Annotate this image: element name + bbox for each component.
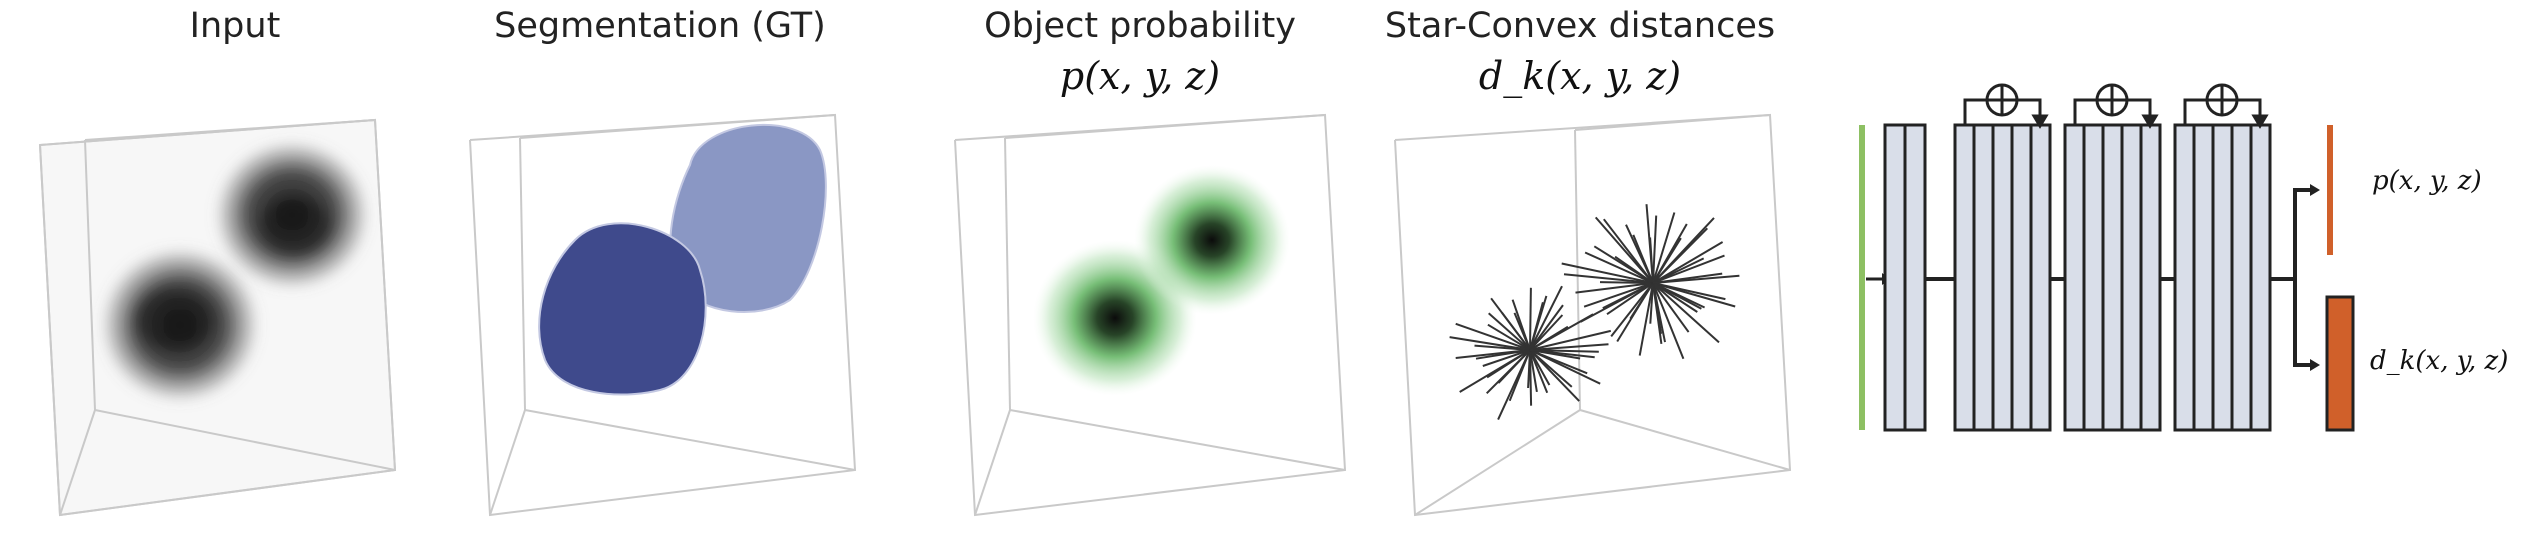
star-ray	[1455, 322, 1531, 351]
star-ray	[1508, 349, 1531, 402]
star-ray	[1529, 295, 1548, 351]
star-ray	[1638, 282, 1654, 356]
star-ray	[1501, 312, 1531, 351]
output-branches	[2270, 188, 2312, 367]
probability-blobs	[1033, 165, 1290, 396]
star-ray	[1529, 343, 1609, 351]
input-blobs	[100, 140, 370, 403]
segmentation-objects	[538, 123, 827, 396]
star-ray	[1583, 282, 1654, 308]
star-ray	[1529, 349, 1599, 353]
output-probability-bar	[2327, 125, 2333, 255]
star-ray	[1652, 282, 1663, 334]
star-ray	[1529, 287, 1532, 351]
star-ray	[1652, 282, 1685, 360]
star-ray	[1459, 349, 1531, 393]
star-ray	[1485, 349, 1531, 395]
star-ray	[1602, 282, 1654, 310]
star-ray	[1455, 349, 1531, 359]
star-ray	[1652, 212, 1676, 284]
network-diagram	[1859, 83, 2355, 432]
star-ray	[1584, 251, 1654, 284]
residual-connection-2	[2073, 83, 2159, 129]
star-ray	[1529, 329, 1612, 351]
star-ray	[1529, 349, 1581, 360]
star-ray	[1652, 223, 1688, 284]
distances-cube	[1394, 113, 1792, 517]
star-ray	[1575, 282, 1654, 294]
star-ray	[1529, 304, 1564, 351]
star-ray	[1652, 282, 1698, 313]
star-ray	[1561, 262, 1654, 284]
star-ray	[1652, 215, 1658, 284]
star-ray	[1603, 218, 1654, 284]
star-ray	[1652, 241, 1724, 284]
star-ray	[1511, 299, 1531, 351]
star-ray	[1529, 349, 1538, 393]
star-ray	[1529, 285, 1563, 351]
panel-subtitle-probability: p(x, y, z)	[920, 54, 1360, 98]
residual-connection-3	[2183, 83, 2269, 129]
prob-formula: p(x, y, z)	[1059, 54, 1221, 98]
probability-cube	[954, 113, 1347, 517]
output-distances-bar	[2325, 295, 2355, 432]
output-label-probability: p(x, y, z)	[2372, 166, 2482, 196]
star-ray	[1652, 227, 1709, 284]
star-ray	[1527, 349, 1531, 389]
star-ray	[1482, 349, 1531, 367]
panel-title-segmentation: Segmentation (GT)	[494, 6, 826, 46]
star-ray	[1529, 349, 1549, 394]
star-ray	[1625, 224, 1654, 284]
star-ray	[1652, 282, 1720, 344]
panel-title-distances: Star-Convex distances	[1384, 6, 1776, 46]
output-label-distances: d_k(x, y, z)	[2370, 346, 2509, 376]
star-ray	[1529, 314, 1564, 351]
star-ray	[1529, 349, 1580, 402]
star-ray	[1645, 204, 1654, 284]
residual-connection-1	[1963, 83, 2049, 129]
encoder-block-2	[2063, 123, 2162, 432]
input-bar	[1859, 125, 1865, 430]
star-ray	[1563, 273, 1654, 284]
star-rays-lower	[1449, 285, 1612, 421]
star-ray	[1652, 282, 1736, 308]
input-layer-block	[1883, 123, 1927, 432]
star-ray	[1652, 274, 1740, 284]
panel-title-probability: Object probability	[984, 6, 1296, 46]
encoder-block-3	[2173, 123, 2272, 432]
star-ray	[1610, 282, 1654, 338]
star-rays-upper	[1561, 204, 1740, 360]
star-ray	[1449, 336, 1531, 351]
encoder-block-1	[1953, 123, 2052, 432]
star-ray	[1487, 323, 1531, 351]
star-ray	[1529, 349, 1601, 385]
star-ray	[1652, 254, 1725, 284]
star-ray	[1614, 255, 1654, 284]
panel-title-input: Input	[189, 6, 281, 46]
star-ray	[1652, 282, 1690, 333]
star-ray	[1488, 312, 1531, 351]
dist-formula: d_k(x, y, z)	[1478, 54, 1682, 98]
segmentation-cube	[469, 113, 857, 517]
panel-subtitle-distances: d_k(x, y, z)	[1350, 54, 1810, 98]
